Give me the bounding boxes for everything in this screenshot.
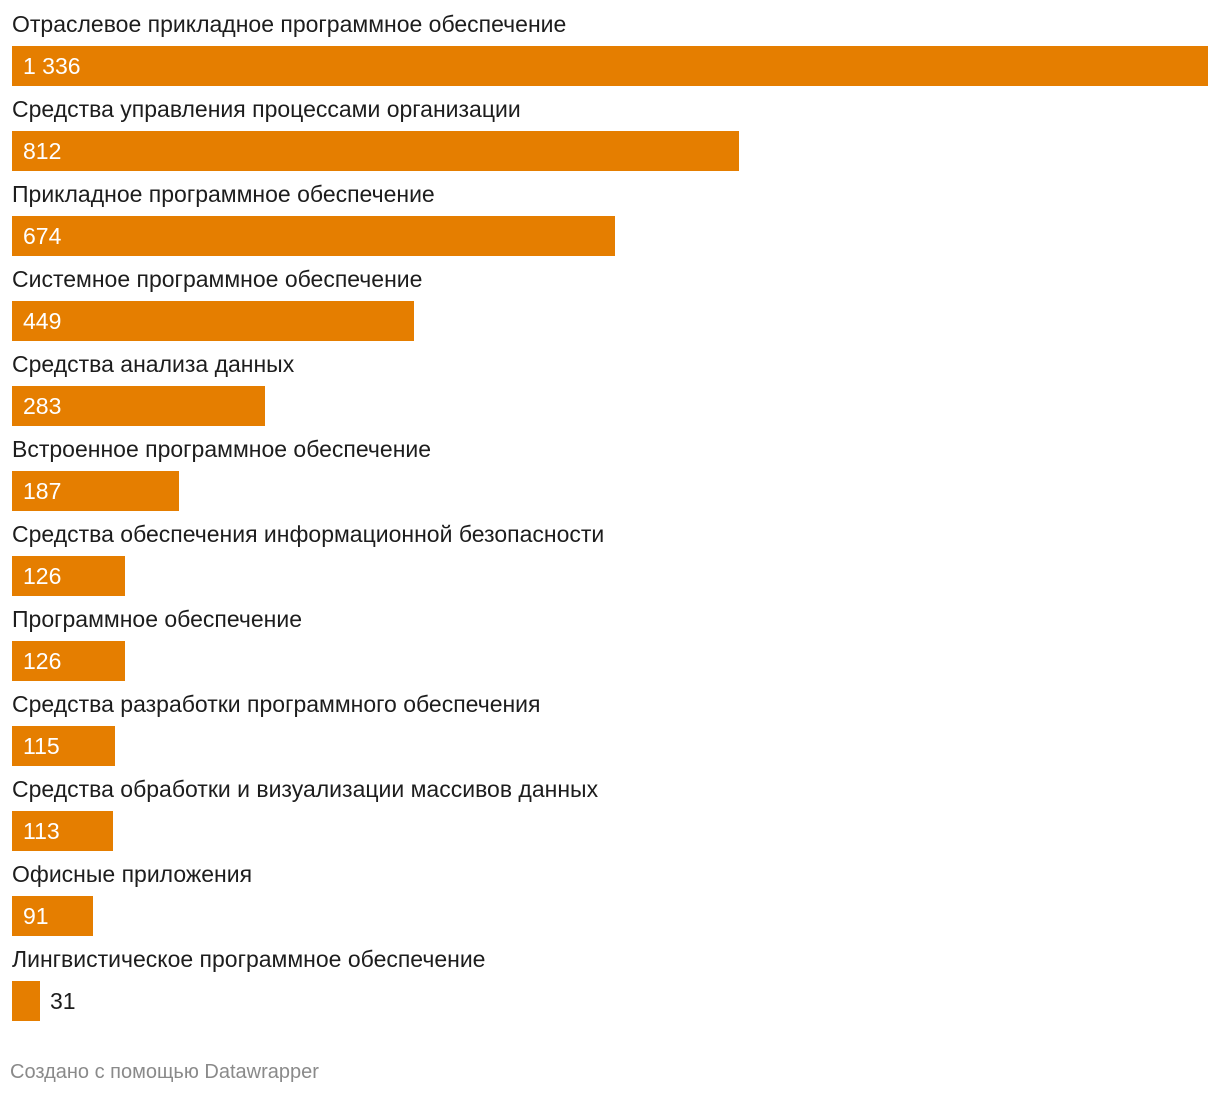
category-label: Отраслевое прикладное программное обеспе… — [12, 11, 567, 37]
category-label: Лингвистическое программное обеспечение — [12, 946, 486, 972]
bar — [12, 46, 1208, 86]
bar-row: Средства управления процессами организац… — [12, 91, 1208, 176]
bar — [12, 981, 40, 1021]
bar-row: Системное программное обеспечение 449 — [12, 261, 1208, 346]
value-label: 283 — [23, 393, 62, 419]
bar-row: Средства анализа данных 283 — [12, 346, 1208, 431]
category-label: Офисные приложения — [12, 861, 253, 887]
bar — [12, 896, 93, 936]
value-label: 126 — [23, 648, 62, 674]
value-label: 91 — [23, 903, 49, 929]
bar — [12, 301, 414, 341]
bar-row: Программное обеспечение 126 — [12, 601, 1208, 686]
bar-row: Средства обработки и визуализации массив… — [12, 771, 1208, 856]
category-label: Средства управления процессами организац… — [12, 96, 521, 122]
bar — [12, 131, 739, 171]
bar — [12, 641, 125, 681]
category-label: Средства анализа данных — [12, 351, 295, 377]
category-label: Системное программное обеспечение — [12, 266, 423, 292]
category-label: Встроенное программное обеспечение — [12, 436, 432, 462]
bar — [12, 556, 125, 596]
bar — [12, 726, 115, 766]
category-label: Средства разработки программного обеспеч… — [12, 691, 541, 717]
bar-row: Встроенное программное обеспечение 187 — [12, 431, 1208, 516]
value-label: 1 336 — [23, 53, 81, 79]
category-label: Средства обработки и визуализации массив… — [12, 776, 599, 802]
bar-row: Отраслевое прикладное программное обеспе… — [12, 6, 1208, 91]
bar — [12, 386, 265, 426]
bar-row: Средства разработки программного обеспеч… — [12, 686, 1208, 771]
bar — [12, 216, 615, 256]
category-label: Средства обеспечения информационной безо… — [12, 521, 605, 547]
category-label: Прикладное программное обеспечение — [12, 181, 435, 207]
bar — [12, 811, 113, 851]
category-label: Программное обеспечение — [12, 606, 302, 632]
value-label: 674 — [23, 223, 62, 249]
value-label: 449 — [23, 308, 62, 334]
bar-row: Средства обеспечения информационной безо… — [12, 516, 1208, 601]
value-label: 113 — [23, 818, 60, 844]
value-label: 187 — [23, 478, 62, 504]
bar-chart: Отраслевое прикладное программное обеспе… — [12, 6, 1208, 1026]
datawrapper-credit[interactable]: Создано с помощью Datawrapper — [10, 1061, 319, 1083]
value-label: 812 — [23, 138, 62, 164]
value-label: 115 — [23, 733, 60, 759]
bar-row: Офисные приложения 91 — [12, 856, 1208, 941]
value-label: 31 — [50, 988, 76, 1014]
bar-row: Прикладное программное обеспечение 674 — [12, 176, 1208, 261]
value-label: 126 — [23, 563, 62, 589]
bar-row: Лингвистическое программное обеспечение 3… — [12, 941, 1208, 1026]
bar — [12, 471, 179, 511]
